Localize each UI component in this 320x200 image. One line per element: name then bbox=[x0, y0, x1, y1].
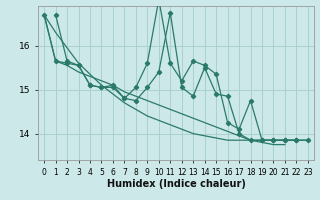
X-axis label: Humidex (Indice chaleur): Humidex (Indice chaleur) bbox=[107, 179, 245, 189]
